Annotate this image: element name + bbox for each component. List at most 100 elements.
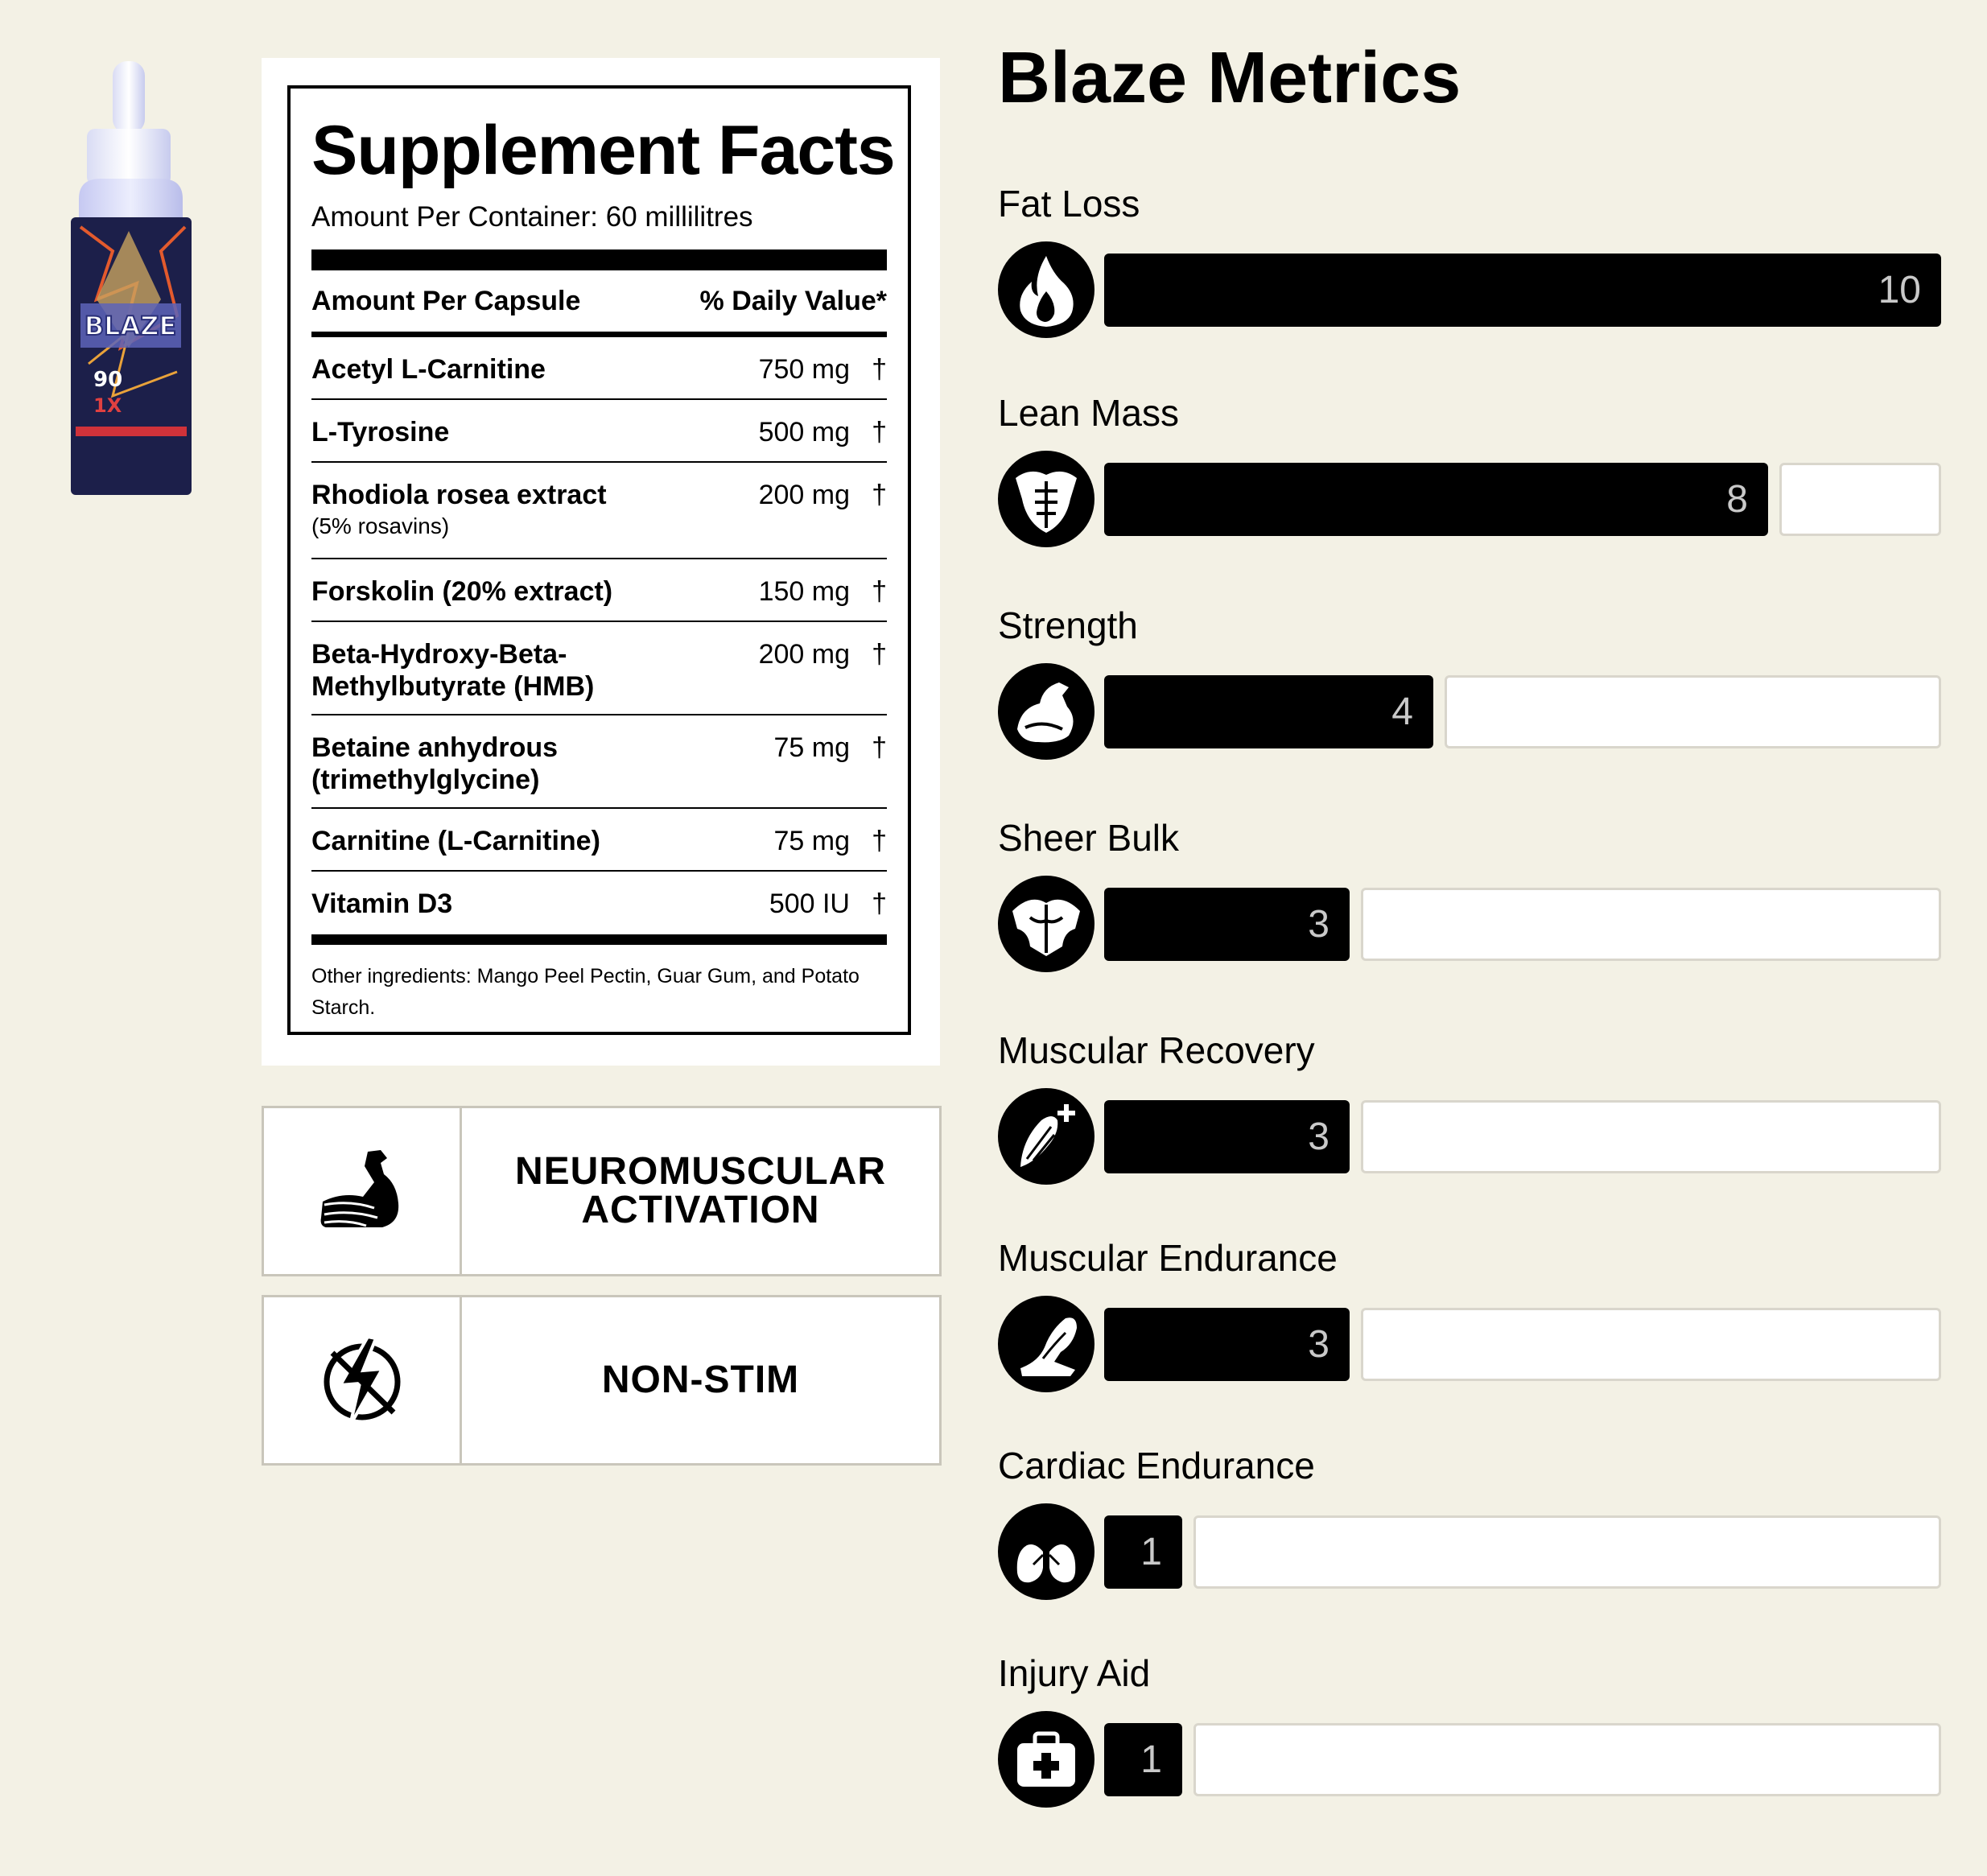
metric-bar-empty: [1193, 1723, 1941, 1796]
ingredient-amount: 75 mg: [773, 732, 851, 763]
metric-injury-aid: Injury Aid 1: [998, 1655, 1941, 1809]
metric-muscular-endurance: Muscular Endurance 3: [998, 1239, 1941, 1394]
metric-bar-fill: 3: [1104, 1100, 1350, 1173]
metric-bar-fill: 4: [1104, 675, 1433, 748]
metric-sheer-bulk: Sheer Bulk 3: [998, 819, 1941, 974]
daily-value-dagger: †: [872, 480, 887, 510]
facts-title: Supplement Facts: [311, 112, 896, 189]
amount-per-container: Amount Per Container: 60 millilitres: [311, 201, 753, 233]
metric-bar-empty: [1361, 1308, 1941, 1381]
metric-bar-fill: 8: [1104, 463, 1768, 536]
metric-label: Cardiac Endurance: [998, 1445, 1315, 1486]
ingredient-amount-cell: 75 mg †: [774, 732, 888, 764]
other-ingredients: Other ingredients: Mango Peel Pectin, Gu…: [311, 965, 860, 1019]
metric-bar-row: 4: [998, 663, 1941, 761]
ingredient-amount: 75 mg: [773, 826, 851, 856]
ingredient-name-cell: L-Tyrosine: [311, 416, 449, 448]
flexed-arm-icon: [320, 1150, 398, 1227]
metric-bar-empty: [1193, 1515, 1941, 1589]
ingredient-amount-cell: 500 IU †: [769, 888, 887, 920]
metric-label: Muscular Recovery: [998, 1029, 1315, 1071]
svg-text:90: 90: [93, 368, 122, 392]
ingredient-row: Beta-Hydroxy-Beta- Methylbutyrate (HMB) 2…: [311, 622, 887, 715]
first-aid-kit-icon: [998, 1711, 1094, 1808]
ingredient-row: Forskolin (20% extract) 150 mg †: [311, 559, 887, 622]
ingredient-row: Acetyl L-Carnitine 750 mg †: [311, 337, 887, 400]
feature-icon-cell: [264, 1108, 462, 1274]
ingredient-name-cell: Betaine anhydrous (trimethylglycine): [311, 732, 558, 796]
ingredient-amount-cell: 750 mg †: [759, 353, 887, 386]
ingredient-name: Betaine anhydrous (trimethylglycine): [311, 732, 559, 795]
metric-label: Injury Aid: [998, 1652, 1151, 1694]
leg-icon: [998, 1296, 1094, 1392]
metric-label: Fat Loss: [998, 183, 1140, 225]
ingredient-name-cell: Forskolin (20% extract): [311, 575, 612, 608]
metric-label: Strength: [998, 604, 1138, 646]
feature-label: NEUROMUSCULAR ACTIVATION: [515, 1150, 886, 1231]
metric-bar-row: 1: [998, 1503, 1941, 1602]
metric-bar-empty: [1445, 675, 1941, 748]
supplement-facts-panel: Supplement Facts Amount Per Container: 6…: [287, 85, 911, 1035]
bicep-icon: [998, 663, 1094, 760]
ingredient-amount: 500 mg: [758, 417, 850, 447]
no-stimulant-icon: [324, 1334, 400, 1426]
metric-bar-row: 10: [998, 241, 1941, 340]
metric-bar-fill: 10: [1104, 254, 1941, 327]
metrics-title: Blaze Metrics: [998, 38, 1461, 118]
ingredient-name: Beta-Hydroxy-Beta- Methylbutyrate (HMB): [311, 639, 595, 702]
metric-muscular-recovery: Muscular Recovery 3: [998, 1032, 1941, 1186]
metric-bar-fill: 1: [1104, 1515, 1182, 1589]
ingredient-row: Carnitine (L-Carnitine) 75 mg †: [311, 809, 887, 872]
ingredient-amount: 200 mg: [758, 639, 850, 670]
metric-lean-mass: Lean Mass 8: [998, 394, 1941, 549]
metric-label: Sheer Bulk: [998, 817, 1180, 859]
ingredient-name-cell: Rhodiola rosea extract (5% rosavins): [311, 479, 607, 542]
flame-icon: [998, 241, 1094, 338]
ingredient-amount: 200 mg: [758, 480, 850, 510]
ingredient-row: Rhodiola rosea extract (5% rosavins) 200 m…: [311, 463, 887, 559]
ingredient-name: Acetyl L-Carnitine: [311, 354, 546, 385]
product-image: BLAZE 90 1X: [64, 58, 197, 497]
ingredient-row: L-Tyrosine 500 mg †: [311, 400, 887, 463]
metric-bar-fill: 1: [1104, 1723, 1182, 1796]
daily-value-dagger: †: [872, 639, 887, 670]
metric-bar-row: 3: [998, 1088, 1941, 1186]
metric-bar-row: 3: [998, 876, 1941, 974]
daily-value-dagger: †: [872, 354, 887, 385]
daily-value-dagger: †: [872, 417, 887, 447]
bottle-brand-text: BLAZE: [85, 311, 177, 341]
svg-text:1X: 1X: [93, 394, 122, 417]
metric-label: Muscular Endurance: [998, 1237, 1338, 1279]
ingredient-amount: 750 mg: [758, 354, 850, 385]
feature-neuromuscular-activation: NEUROMUSCULAR ACTIVATION: [262, 1106, 942, 1276]
daily-value-dagger: †: [872, 576, 887, 607]
facts-ingredient-list: Acetyl L-Carnitine 750 mg † L-Tyrosine 500 m…: [311, 337, 887, 934]
metric-bar-fill: 3: [1104, 888, 1350, 961]
daily-value-dagger: †: [872, 826, 887, 856]
back-muscles-icon: [998, 876, 1094, 972]
ingredient-amount-cell: 500 mg †: [759, 416, 887, 448]
torso-icon: [998, 451, 1094, 547]
ingredient-name: L-Tyrosine: [311, 417, 450, 447]
blaze-bottle-image: BLAZE 90 1X: [71, 61, 192, 495]
ingredient-name-cell: Carnitine (L-Carnitine): [311, 825, 600, 857]
daily-value-dagger: †: [872, 732, 887, 763]
ingredient-amount: 500 IU: [769, 889, 850, 919]
facts-header-row: Amount Per Capsule % Daily Value*: [311, 270, 887, 337]
daily-value-header: % Daily Value*: [699, 285, 887, 316]
metric-cardiac-endurance: Cardiac Endurance 1: [998, 1447, 1941, 1602]
lungs-icon: [998, 1503, 1094, 1600]
ingredient-name: Rhodiola rosea extract: [311, 480, 607, 510]
metric-bar-row: 3: [998, 1296, 1941, 1394]
ingredient-note: (5% rosavins): [311, 513, 450, 538]
daily-value-dagger: †: [872, 889, 887, 919]
ingredient-name-cell: Vitamin D3: [311, 888, 452, 920]
ingredient-row: Vitamin D3 500 IU †: [311, 872, 887, 934]
ingredient-amount-cell: 200 mg †: [759, 479, 887, 511]
ingredient-amount-cell: 150 mg †: [759, 575, 887, 608]
muscle-plus-icon: [998, 1088, 1094, 1185]
ingredient-amount-cell: 200 mg †: [759, 638, 887, 670]
metric-bar-empty: [1361, 1100, 1941, 1173]
ingredient-amount-cell: 75 mg †: [774, 825, 888, 857]
metric-bar-fill: 3: [1104, 1308, 1350, 1381]
